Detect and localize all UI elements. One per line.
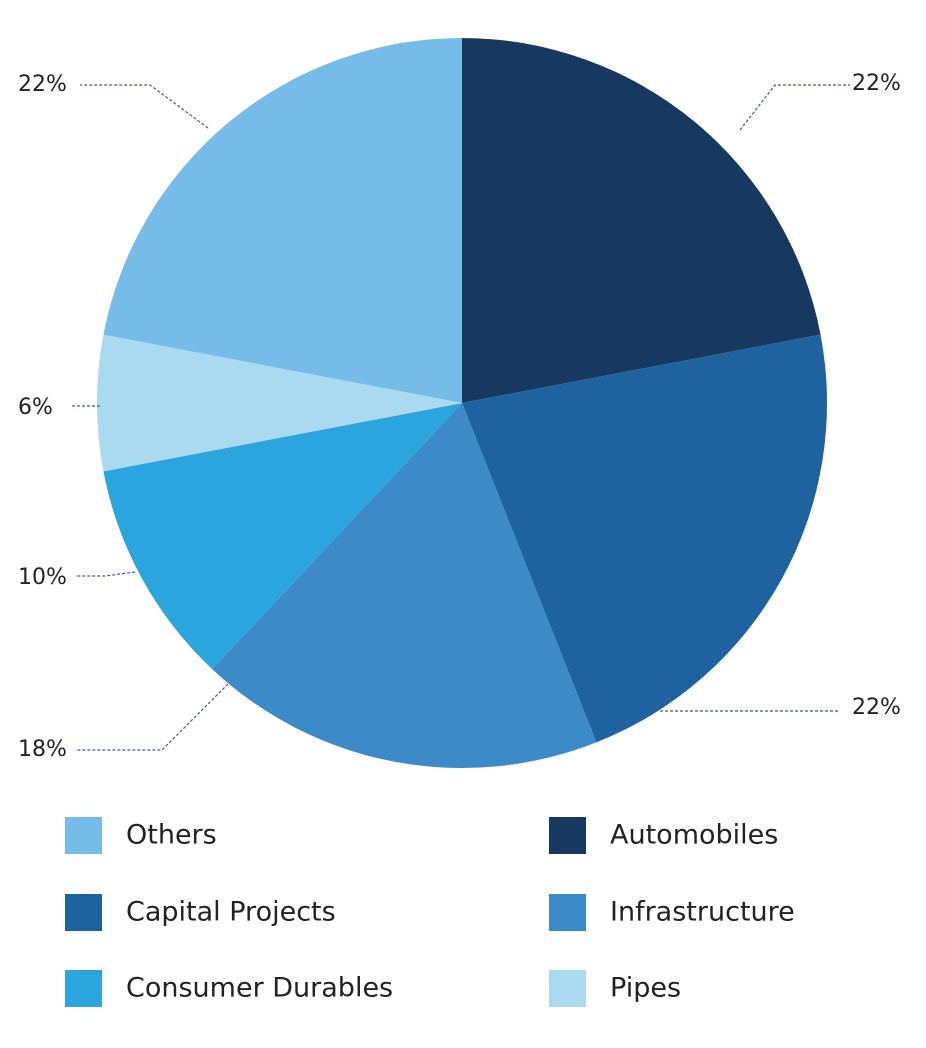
value-label: 10% — [18, 565, 67, 590]
value-label: 22% — [18, 72, 67, 97]
pie-slice — [462, 334, 827, 743]
leader-line — [75, 683, 229, 751]
pie-slice — [462, 38, 821, 403]
legend-swatch — [65, 970, 102, 1007]
pie-slice — [97, 334, 463, 472]
leader-line — [80, 84, 209, 129]
pie-slice — [103, 38, 463, 403]
value-label: 22% — [852, 695, 901, 720]
legend-swatch — [549, 894, 586, 931]
legend-label: Automobiles — [610, 820, 778, 851]
legend-swatch — [549, 970, 586, 1007]
legend-swatch — [65, 894, 102, 931]
pie-slice — [103, 403, 463, 670]
leader-line — [75, 571, 136, 577]
legend-label: Infrastructure — [610, 897, 795, 928]
legend-label: Consumer Durables — [126, 973, 393, 1004]
leader-line — [739, 84, 850, 131]
legend-label: Others — [126, 820, 217, 851]
pie-slice — [212, 403, 597, 768]
legend-swatch — [65, 817, 102, 854]
legend-label: Pipes — [610, 973, 681, 1004]
value-label: 18% — [18, 737, 67, 762]
legend-swatch — [549, 817, 586, 854]
value-label: 22% — [852, 71, 901, 96]
value-label: 6% — [18, 395, 53, 420]
legend-label: Capital Projects — [126, 897, 336, 928]
